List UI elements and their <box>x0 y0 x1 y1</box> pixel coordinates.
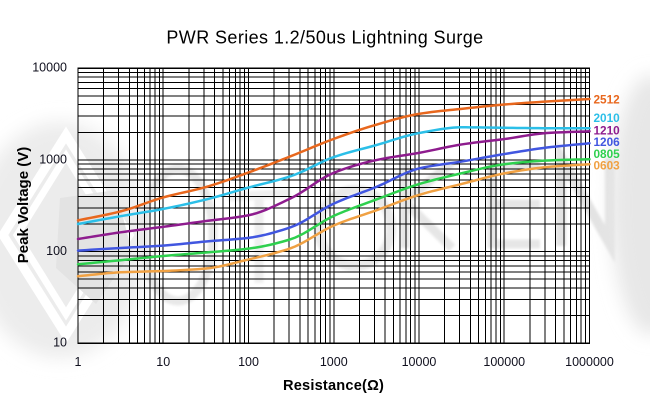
svg-text:1000: 1000 <box>320 355 348 369</box>
svg-text:1000000: 1000000 <box>565 355 614 369</box>
svg-text:10: 10 <box>53 336 67 350</box>
svg-text:0805: 0805 <box>594 147 621 161</box>
svg-text:10000: 10000 <box>402 355 437 369</box>
svg-text:100000: 100000 <box>483 355 525 369</box>
svg-text:100: 100 <box>238 355 259 369</box>
svg-text:1: 1 <box>75 355 82 369</box>
svg-text:1000: 1000 <box>39 152 67 166</box>
svg-text:Resistance(Ω): Resistance(Ω) <box>283 378 384 394</box>
svg-text:2010: 2010 <box>594 111 621 125</box>
svg-text:1206: 1206 <box>594 135 621 149</box>
svg-text:0603: 0603 <box>594 159 621 173</box>
svg-text:100: 100 <box>46 244 67 258</box>
svg-text:10: 10 <box>156 355 170 369</box>
svg-text:2512: 2512 <box>594 93 621 107</box>
svg-text:10000: 10000 <box>32 61 67 75</box>
svg-text:1210: 1210 <box>594 123 621 137</box>
svg-text:Peak Voltage (V): Peak Voltage (V) <box>15 147 32 263</box>
svg-text:PWR Series 1.2/50us Lightning: PWR Series 1.2/50us Lightning Surge <box>166 27 483 47</box>
